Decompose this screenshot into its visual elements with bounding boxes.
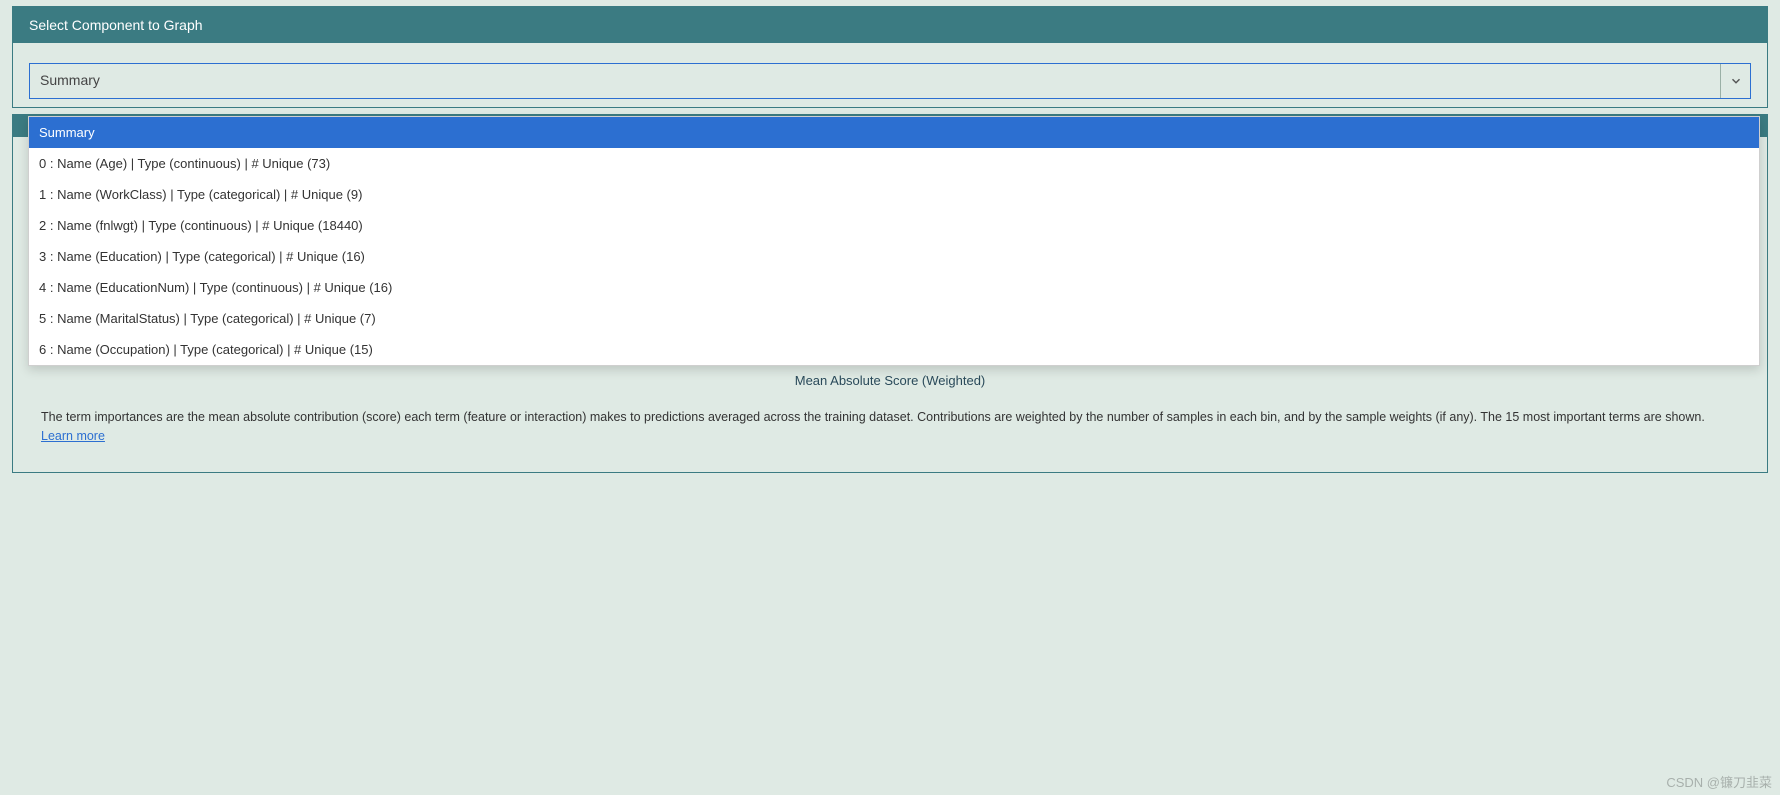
dropdown-item-5[interactable]: 4 : Name (EducationNum) | Type (continuo… [29,272,1759,303]
select-dropdown[interactable]: Summary0 : Name (Age) | Type (continuous… [28,116,1760,366]
select-panel: Select Component to Graph Summary [12,6,1768,108]
chevron-down-icon[interactable] [1720,64,1750,98]
dropdown-item-1[interactable]: 0 : Name (Age) | Type (continuous) | # U… [29,148,1759,179]
dropdown-item-6[interactable]: 5 : Name (MaritalStatus) | Type (categor… [29,303,1759,334]
panel-title: Select Component to Graph [29,17,203,33]
dropdown-item-7[interactable]: 6 : Name (Occupation) | Type (categorica… [29,334,1759,365]
select-value: Summary [30,64,1720,98]
x-axis-title: Mean Absolute Score (Weighted) [37,373,1743,388]
learn-more-link[interactable]: Learn more [41,429,105,443]
dropdown-item-3[interactable]: 2 : Name (fnlwgt) | Type (continuous) | … [29,210,1759,241]
watermark: CSDN @镰刀韭菜 [1666,772,1772,791]
panel-body: Summary [13,43,1767,107]
dropdown-item-4[interactable]: 3 : Name (Education) | Type (categorical… [29,241,1759,272]
description-text: The term importances are the mean absolu… [41,410,1705,424]
dropdown-item-2[interactable]: 1 : Name (WorkClass) | Type (categorical… [29,179,1759,210]
component-select[interactable]: Summary [29,63,1751,99]
panel-header: Select Component to Graph [13,7,1767,43]
chart-description: The term importances are the mean absolu… [37,388,1743,456]
dropdown-item-0[interactable]: Summary [29,117,1759,148]
